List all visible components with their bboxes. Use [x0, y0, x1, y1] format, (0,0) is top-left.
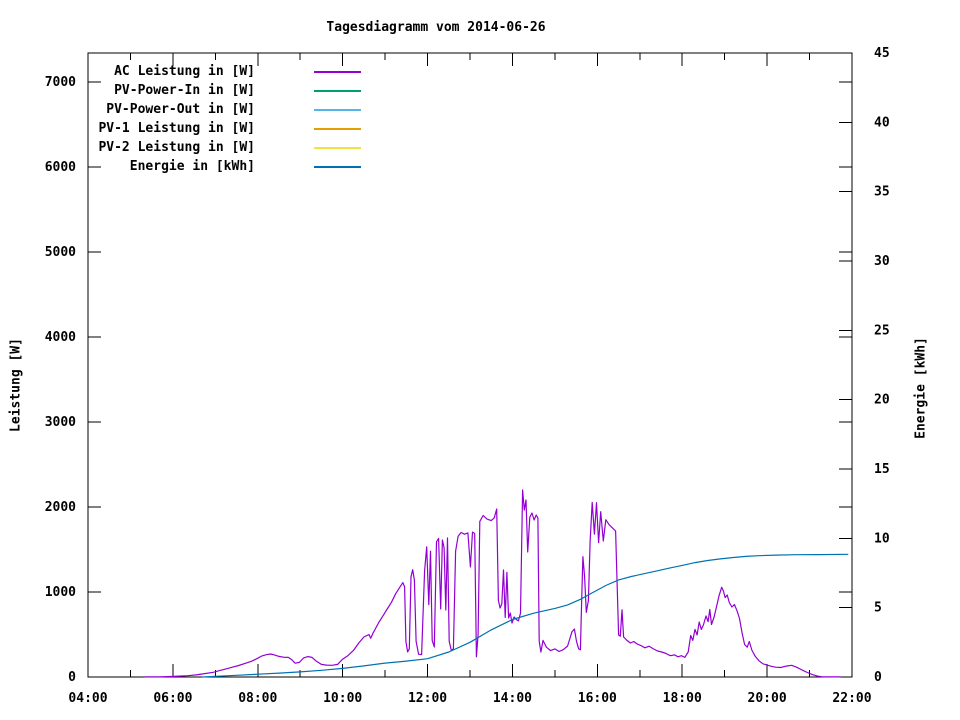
- x-tick-label: 20:00: [748, 691, 787, 706]
- x-tick-label: 04:00: [68, 691, 107, 706]
- y-tick-label: 5000: [45, 245, 76, 260]
- y2-tick-label: 25: [874, 323, 890, 338]
- y-tick-label: 6000: [45, 160, 76, 175]
- chart-title: Tagesdiagramm vom 2014-06-26: [326, 20, 546, 35]
- x-tick-label: 18:00: [663, 691, 702, 706]
- y2-tick-label: 10: [874, 531, 890, 546]
- y2-tick-label: 40: [874, 115, 890, 130]
- x-tick-label: 08:00: [238, 691, 277, 706]
- y-tick-label: 2000: [45, 500, 76, 515]
- y-tick-label: 4000: [45, 330, 76, 345]
- x-tick-label: 22:00: [832, 691, 871, 706]
- y-tick-label: 1000: [45, 585, 76, 600]
- x-tick-label: 10:00: [323, 691, 362, 706]
- series-line-ac-leistung-in-w: [144, 489, 841, 678]
- y-tick-label: 3000: [45, 415, 76, 430]
- y2-tick-label: 45: [874, 46, 890, 61]
- y-tick-label: 0: [68, 670, 76, 685]
- y2-tick-label: 35: [874, 185, 890, 200]
- x-tick-label: 12:00: [408, 691, 447, 706]
- y2-tick-label: 0: [874, 670, 882, 685]
- y2-tick-label: 20: [874, 393, 890, 408]
- x-tick-label: 06:00: [153, 691, 192, 706]
- series-line-energie-in-kwh: [202, 553, 849, 678]
- x-tick-label: 14:00: [493, 691, 532, 706]
- plot-border: [87, 52, 853, 678]
- y2-tick-label: 5: [874, 601, 882, 616]
- y2-tick-label: 30: [874, 254, 890, 269]
- y2-tick-label: 15: [874, 462, 890, 477]
- y-tick-label: 7000: [45, 75, 76, 90]
- x-tick-label: 16:00: [578, 691, 617, 706]
